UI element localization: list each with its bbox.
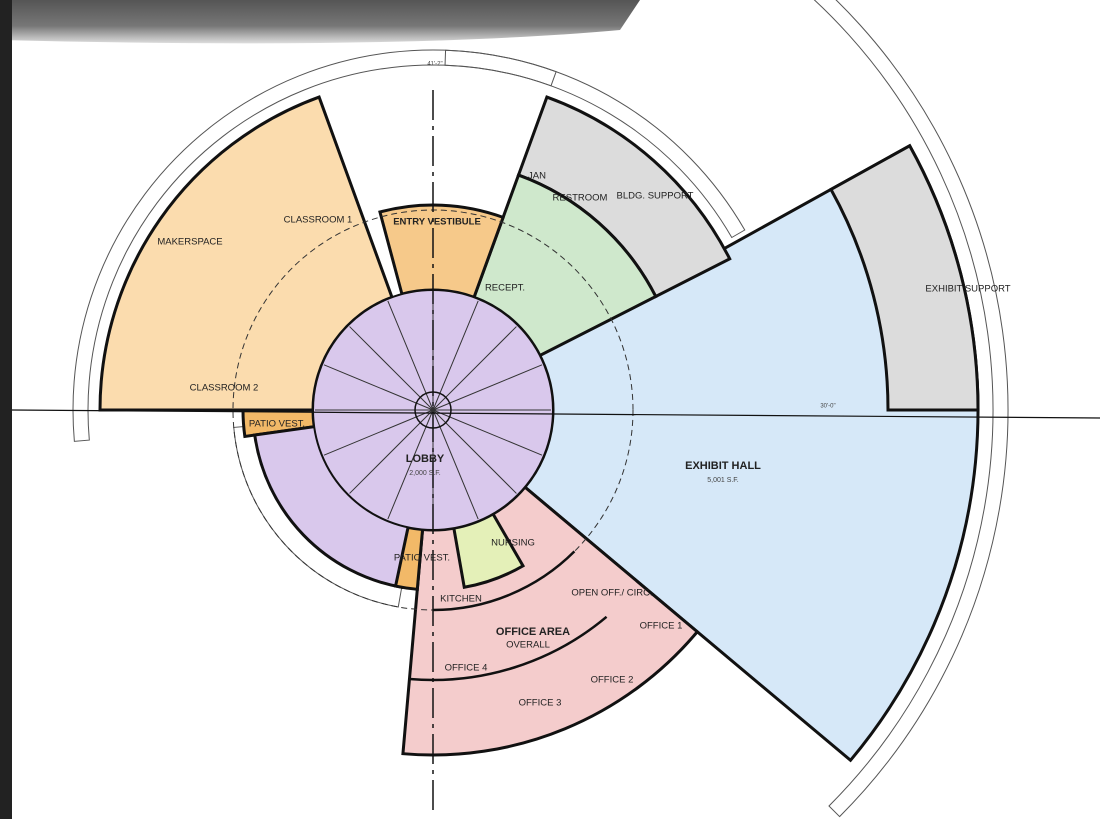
- room-name: OFFICE 2: [591, 675, 634, 686]
- room-name: ENTRY VESTIBULE: [393, 217, 481, 228]
- room-area: 5,001 S.F.: [707, 477, 739, 484]
- floor-plan: CLASSROOM 1 MAKERSPACE CLASSROOM 2 ENTRY VE…: [0, 0, 1115, 819]
- room-name: PATIO VEST.: [394, 553, 450, 564]
- room-name: NURSING: [491, 538, 535, 549]
- dimension: 41'-2": [427, 62, 442, 68]
- dimension: 30'-0": [820, 404, 835, 410]
- room-name: EXHIBIT SUPPORT: [925, 284, 1010, 295]
- room-name: OFFICE AREA: [496, 626, 570, 638]
- room-name: CLASSROOM 1: [284, 215, 353, 226]
- room-name: OFFICE 1: [640, 621, 683, 632]
- room-name: MAKERSPACE: [157, 237, 222, 248]
- room-name: PATIO VEST.: [249, 419, 305, 430]
- room-name: LOBBY: [406, 453, 445, 465]
- room-name: OPEN OFF./ CIRC.: [571, 588, 652, 599]
- room-name: RECEPT.: [485, 283, 525, 294]
- room-name: RESTROOM: [553, 193, 608, 204]
- room-name: EXHIBIT HALL: [685, 460, 761, 472]
- room-name: JAN: [528, 171, 546, 182]
- left-edge: [0, 0, 12, 819]
- room-area: 2,000 S.F.: [409, 470, 441, 477]
- room-name: CLASSROOM 2: [190, 383, 259, 394]
- room-name: OFFICE 3: [519, 698, 562, 709]
- room-name: OVERALL: [506, 640, 550, 651]
- room-name: OFFICE 4: [445, 663, 488, 674]
- room-name: KITCHEN: [440, 594, 482, 605]
- room-name: BLDG. SUPPORT: [617, 191, 694, 202]
